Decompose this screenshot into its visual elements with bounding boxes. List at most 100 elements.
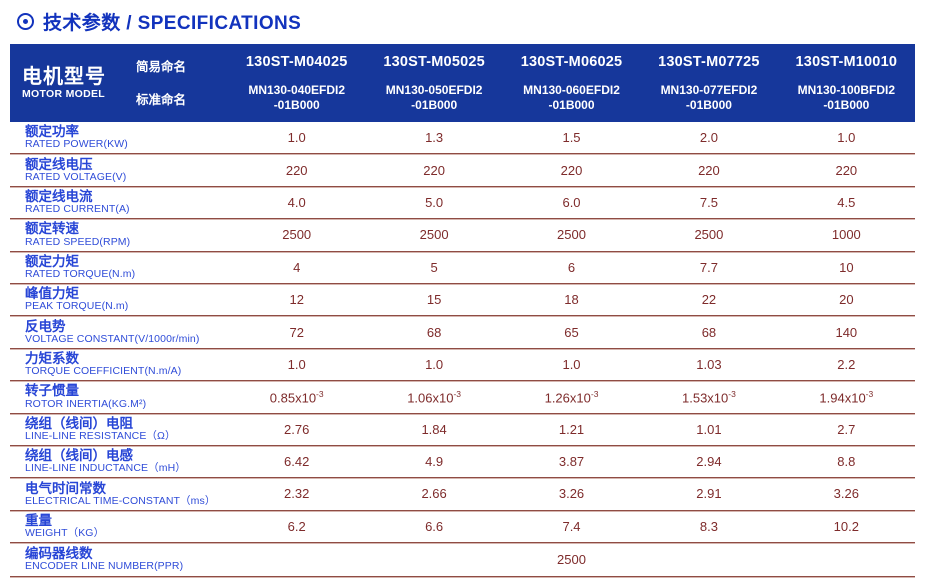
exponent: -3 (590, 388, 599, 399)
spec-value: 1.06x10-3 (407, 388, 462, 405)
motor-model-label-en: MOTOR MODEL (22, 88, 106, 100)
model-column-header: 130ST-M05025 MN130-050EFDI2 -01B000 (365, 44, 502, 122)
spec-row-weight: 重量 WEIGHT（KG） 6.2 6.6 7.4 8.3 10.2 (10, 511, 915, 544)
spec-value: 10.2 (833, 518, 859, 534)
row-label: 绕组（线间）电感 LINE-LINE INDUCTANCE（mH） (10, 448, 228, 475)
spec-value: 2.94 (696, 454, 722, 470)
spec-value: 4 (293, 259, 301, 275)
spec-value: 6.0 (562, 194, 581, 210)
motor-model-label-zh: 电机型号 (22, 66, 106, 88)
spec-value: 220 (835, 162, 858, 178)
row-label: 额定功率 RATED POWER(KW) (10, 124, 228, 151)
row-label-zh: 转子惯量 (25, 383, 79, 399)
spec-value: 2.2 (837, 356, 856, 372)
row-label: 力矩系数 TORQUE COEFFICIENT(N.m/A) (10, 351, 228, 378)
exponent: -3 (453, 388, 462, 399)
model-column-header: 130ST-M06025 MN130-060EFDI2 -01B000 (503, 44, 640, 122)
row-label-zh: 额定转速 (25, 221, 79, 237)
section-title: 技术参数 / SPECIFICATIONS (17, 8, 301, 35)
spec-value: 72 (289, 324, 304, 340)
row-label-en: ROTOR INERTIA(KG.M²) (25, 397, 147, 410)
spec-value: 15 (426, 292, 442, 308)
spec-value: 1.5 (562, 130, 581, 146)
spec-value: 3.87 (558, 454, 585, 470)
row-label-en: VOLTAGE CONSTANT(V/1000r/min) (25, 332, 200, 345)
row-label-zh: 电气时间常数 (25, 480, 106, 496)
spec-value: 7.4 (562, 518, 581, 534)
spec-value: 2.7 (837, 421, 856, 437)
row-label-zh: 力矩系数 (25, 351, 79, 366)
row-label-en: LINE-LINE RESISTANCE（Ω） (25, 429, 176, 442)
spec-value: 2500 (282, 227, 312, 243)
naming-labels: 简易命名 标准命名 (136, 44, 228, 122)
spec-value: 1.3 (425, 130, 444, 146)
spec-value: 2500 (694, 227, 724, 243)
row-label-en: TORQUE COEFFICIENT(N.m/A) (25, 365, 182, 378)
row-label-en: RATED CURRENT(A) (25, 203, 130, 216)
simple-model-name: 130ST-M10010 (795, 54, 898, 70)
spec-row-line-resistance: 绕组（线间）电阻 LINE-LINE RESISTANCE（Ω） 2.76 1.… (10, 414, 915, 446)
simple-model-name: 130ST-M04025 (245, 54, 348, 70)
spec-row-rated-power: 额定功率 RATED POWER(KW) 1.0 1.3 1.5 2.0 1.0 (10, 122, 915, 155)
row-label-zh: 绕组（线间）电阻 (25, 415, 133, 431)
row-label: 反电势 VOLTAGE CONSTANT(V/1000r/min) (10, 319, 228, 346)
spec-value: 3.26 (833, 486, 859, 502)
exponent: -3 (316, 388, 324, 399)
row-label-zh: 反电势 (25, 318, 66, 334)
spec-value: 1.21 (558, 421, 585, 437)
exponent: -3 (728, 388, 736, 399)
spec-value: 0.85x10-3 (269, 388, 324, 405)
row-label-en: WEIGHT（KG） (25, 527, 105, 540)
spec-value: 6.42 (284, 454, 310, 470)
spec-value: 22 (701, 292, 717, 308)
row-label-zh: 额定线电压 (25, 156, 93, 172)
row-label: 重量 WEIGHT（KG） (10, 513, 228, 540)
spec-value: 1.26x10-3 (544, 388, 599, 405)
row-label-zh: 额定功率 (25, 124, 79, 140)
spec-value: 2.0 (699, 130, 718, 146)
row-label-zh: 峰值力矩 (25, 286, 79, 302)
spec-row-voltage-constant: 反电势 VOLTAGE CONSTANT(V/1000r/min) 72 68 … (10, 316, 915, 349)
spec-value: 10 (839, 259, 854, 275)
spec-table: 电机型号 MOTOR MODEL 简易命名 标准命名 130ST-M04025 … (10, 44, 915, 578)
spec-value: 6 (567, 259, 576, 275)
spec-value: 1.0 (425, 356, 444, 372)
spec-value: 2.76 (284, 421, 310, 437)
exponent: -3 (865, 388, 874, 399)
spec-value: 7.5 (699, 194, 718, 210)
spec-value: 7.7 (699, 259, 718, 275)
motor-model-label: 电机型号 MOTOR MODEL (10, 44, 136, 122)
model-column-header: 130ST-M04025 MN130-040EFDI2 -01B000 (228, 44, 365, 122)
encoder-value: 2500 (557, 552, 586, 568)
spec-value: 1.0 (287, 356, 306, 372)
spec-value: 2.91 (696, 486, 722, 502)
spec-value: 2500 (557, 227, 586, 243)
spec-value: 65 (564, 324, 579, 340)
spec-value: 1.0 (837, 130, 856, 146)
spec-row-rated-speed: 额定转速 RATED SPEED(RPM) 2500 2500 2500 250… (10, 219, 915, 252)
spec-row-torque-coefficient: 力矩系数 TORQUE COEFFICIENT(N.m/A) 1.0 1.0 1… (10, 349, 915, 382)
spec-row-rotor-inertia: 转子惯量 ROTOR INERTIA(KG.M²) 0.85x10-3 1.06… (10, 381, 915, 414)
spec-value: 8.8 (837, 454, 856, 470)
circled-dot-icon (17, 13, 34, 30)
model-column-header: 130ST-M07725 MN130-077EFDI2 -01B000 (640, 44, 777, 122)
spec-row-electrical-time-constant: 电气时间常数 ELECTRICAL TIME-CONSTANT（ms） 2.32… (10, 478, 915, 511)
spec-value: 1.0 (287, 130, 306, 146)
spec-value: 18 (564, 292, 579, 308)
page-title: 技术参数 / SPECIFICATIONS (43, 13, 302, 34)
row-label-en: ENCODER LINE NUMBER(PPR) (25, 560, 184, 573)
row-label: 峰值力矩 PEAK TORQUE(N.m) (10, 286, 228, 313)
simple-model-name: 130ST-M07725 (658, 54, 760, 70)
standard-model-name: MN130-040EFDI2 -01B000 (248, 82, 346, 113)
spec-value: 220 (423, 162, 445, 178)
row-label-en: LINE-LINE INDUCTANCE（mH） (25, 462, 186, 475)
spec-value: 220 (698, 162, 720, 178)
spec-value: 5 (430, 259, 438, 275)
spec-value: 1.53x10-3 (682, 388, 736, 405)
standard-model-name: MN130-100BFDI2 -01B000 (797, 82, 896, 113)
row-label: 电气时间常数 ELECTRICAL TIME-CONSTANT（ms） (10, 481, 228, 508)
row-label-zh: 绕组（线间）电感 (25, 448, 133, 464)
row-label-zh: 重量 (25, 512, 52, 528)
spec-value: 4.0 (287, 194, 306, 210)
